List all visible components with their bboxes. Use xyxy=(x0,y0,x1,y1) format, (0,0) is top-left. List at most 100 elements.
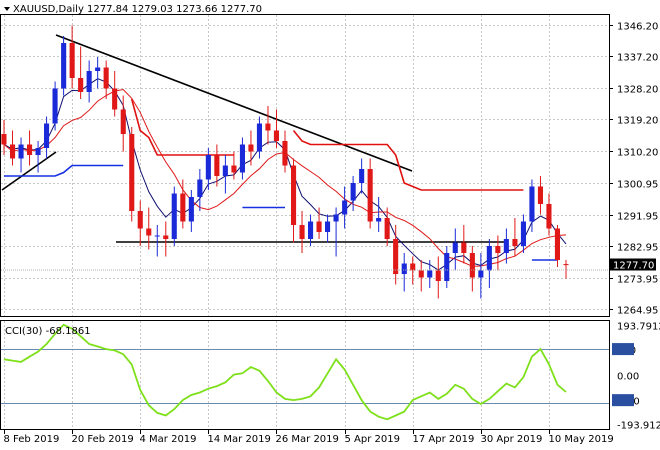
candle[interactable] xyxy=(273,109,279,149)
candle-body xyxy=(146,228,152,236)
candle[interactable] xyxy=(384,207,390,247)
date-tick-label: 30 Apr 2019 xyxy=(481,434,543,445)
candle[interactable] xyxy=(325,214,331,243)
last-price-label: 1277.70 xyxy=(613,261,654,272)
price-tick-label: 1291.95 xyxy=(617,212,658,223)
candle[interactable] xyxy=(282,130,288,173)
candle[interactable] xyxy=(316,207,322,240)
candle[interactable] xyxy=(214,144,220,187)
candle[interactable] xyxy=(376,197,382,232)
date-tick-label: 4 Mar 2019 xyxy=(140,434,197,445)
candle-body xyxy=(197,179,203,197)
candle[interactable] xyxy=(1,120,7,155)
collapse-triangle-icon[interactable] xyxy=(4,7,10,11)
candle[interactable] xyxy=(546,193,552,236)
candle[interactable] xyxy=(256,116,262,159)
candle-body xyxy=(52,88,58,124)
candle[interactable] xyxy=(563,259,569,279)
candle-body xyxy=(503,239,509,253)
candle[interactable] xyxy=(512,218,518,257)
candle[interactable] xyxy=(86,60,92,103)
candle[interactable] xyxy=(120,95,126,152)
candle[interactable] xyxy=(342,186,348,229)
candle[interactable] xyxy=(401,253,407,292)
candle[interactable] xyxy=(529,179,535,233)
candle-body xyxy=(112,88,118,110)
candle[interactable] xyxy=(27,130,33,166)
candle[interactable] xyxy=(265,106,271,145)
candle-body xyxy=(342,200,348,215)
candle[interactable] xyxy=(180,179,186,229)
candle[interactable] xyxy=(461,225,467,264)
candle[interactable] xyxy=(495,235,501,271)
candle[interactable] xyxy=(333,207,339,257)
candle[interactable] xyxy=(129,127,135,222)
candle[interactable] xyxy=(393,225,399,285)
candle[interactable] xyxy=(52,81,58,131)
candle[interactable] xyxy=(112,71,118,117)
candle[interactable] xyxy=(163,221,169,257)
candle[interactable] xyxy=(291,158,297,243)
candle[interactable] xyxy=(18,137,24,173)
candle[interactable] xyxy=(359,158,365,194)
candle[interactable] xyxy=(367,158,373,229)
date-tick-label: 20 Feb 2019 xyxy=(72,434,134,445)
candle[interactable] xyxy=(61,36,67,96)
candle-body xyxy=(427,270,433,278)
candle[interactable] xyxy=(444,246,450,288)
candle[interactable] xyxy=(171,186,177,247)
candle-body xyxy=(401,263,407,274)
candle[interactable] xyxy=(188,190,194,232)
candle-body xyxy=(367,169,373,222)
candle-body xyxy=(27,144,33,155)
candle[interactable] xyxy=(469,246,475,292)
candle[interactable] xyxy=(239,137,245,180)
candle[interactable] xyxy=(410,256,416,285)
candle[interactable] xyxy=(154,225,160,257)
candle[interactable] xyxy=(137,200,143,247)
candle[interactable] xyxy=(231,151,237,180)
candle[interactable] xyxy=(44,116,50,159)
candle[interactable] xyxy=(299,211,305,253)
price-tick-label: 1282.95 xyxy=(617,243,658,254)
candle[interactable] xyxy=(503,228,509,264)
candle-body xyxy=(452,242,458,253)
cci-level-box xyxy=(612,343,634,356)
resistance-trendline[interactable] xyxy=(55,34,413,172)
candle[interactable] xyxy=(308,214,314,247)
candle[interactable] xyxy=(78,46,84,100)
candle[interactable] xyxy=(205,148,211,190)
candle-body xyxy=(239,144,245,173)
candle[interactable] xyxy=(452,228,458,271)
candle[interactable] xyxy=(435,256,441,299)
candle[interactable] xyxy=(486,239,492,288)
candle[interactable] xyxy=(95,57,101,89)
candle-body xyxy=(44,123,50,148)
candle-body xyxy=(129,134,135,211)
candle-body xyxy=(333,214,339,222)
candle-body xyxy=(273,130,279,141)
candle[interactable] xyxy=(427,260,433,288)
candle[interactable] xyxy=(554,225,560,267)
candle-body xyxy=(512,239,518,246)
candle[interactable] xyxy=(520,214,526,254)
candle[interactable] xyxy=(35,141,41,173)
candle[interactable] xyxy=(248,130,254,166)
price-tick-label: 1319.20 xyxy=(617,116,658,127)
candle[interactable] xyxy=(10,130,16,166)
candle[interactable] xyxy=(197,169,203,211)
candle[interactable] xyxy=(537,176,543,215)
candle-body xyxy=(537,186,543,204)
candle-body xyxy=(520,221,526,246)
candle[interactable] xyxy=(418,260,424,292)
candle[interactable] xyxy=(222,155,228,194)
candle[interactable] xyxy=(478,253,484,299)
candle[interactable] xyxy=(103,60,109,100)
chart-title: XAUUSD,Daily 1277.84 1279.03 1273.66 127… xyxy=(13,4,262,15)
candle[interactable] xyxy=(146,207,152,250)
candle-body xyxy=(61,43,67,89)
candle[interactable] xyxy=(350,176,356,211)
candle[interactable] xyxy=(69,25,75,89)
